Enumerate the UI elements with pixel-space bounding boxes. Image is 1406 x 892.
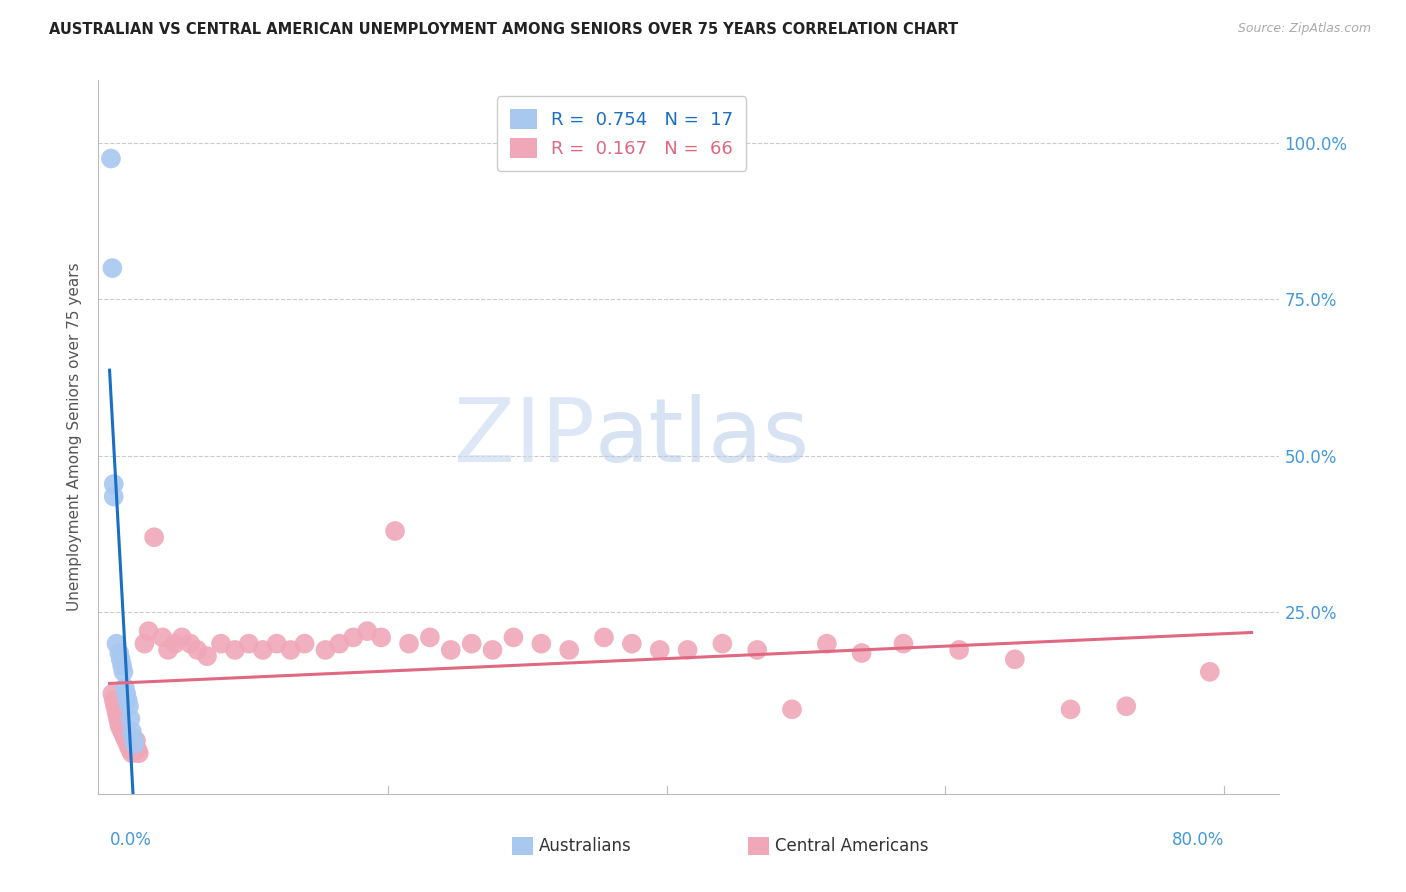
Point xyxy=(112,727,135,741)
Point xyxy=(370,631,392,645)
Point xyxy=(238,637,260,651)
Point xyxy=(117,737,139,751)
Point xyxy=(224,643,246,657)
Point xyxy=(101,687,124,701)
Point xyxy=(815,637,838,651)
Point xyxy=(105,637,128,651)
Text: Australians: Australians xyxy=(538,837,631,855)
Point xyxy=(134,637,156,651)
Point xyxy=(108,718,131,732)
Point xyxy=(124,737,146,751)
Point xyxy=(1059,702,1081,716)
Point xyxy=(105,706,128,720)
Point xyxy=(111,724,134,739)
Point xyxy=(1004,652,1026,666)
Point xyxy=(114,731,136,745)
Point xyxy=(179,637,201,651)
Point xyxy=(121,724,143,739)
Text: atlas: atlas xyxy=(595,393,810,481)
Point xyxy=(676,643,699,657)
Point xyxy=(481,643,503,657)
Text: 0.0%: 0.0% xyxy=(110,831,152,849)
Point xyxy=(163,637,186,651)
Point xyxy=(342,631,364,645)
Point xyxy=(152,631,174,645)
Point xyxy=(1198,665,1220,679)
Point xyxy=(356,624,378,639)
Point xyxy=(398,637,420,651)
Text: 80.0%: 80.0% xyxy=(1171,831,1223,849)
Point xyxy=(101,261,124,276)
Point xyxy=(558,643,581,657)
Text: ZIP: ZIP xyxy=(454,393,595,481)
Point xyxy=(186,643,208,657)
Text: AUSTRALIAN VS CENTRAL AMERICAN UNEMPLOYMENT AMONG SENIORS OVER 75 YEARS CORRELAT: AUSTRALIAN VS CENTRAL AMERICAN UNEMPLOYM… xyxy=(49,22,959,37)
Bar xyxy=(748,837,769,855)
Point xyxy=(115,733,138,747)
Bar xyxy=(512,837,533,855)
Point xyxy=(851,646,873,660)
Point xyxy=(328,637,350,651)
Point xyxy=(120,712,142,726)
Point xyxy=(893,637,915,651)
Point xyxy=(124,737,146,751)
Point xyxy=(117,693,139,707)
Point xyxy=(110,721,132,735)
Point xyxy=(128,746,150,760)
Point xyxy=(294,637,316,651)
Point xyxy=(114,681,136,695)
Point xyxy=(115,687,138,701)
Text: Central Americans: Central Americans xyxy=(775,837,928,855)
Point xyxy=(711,637,734,651)
Point xyxy=(120,743,142,757)
Point xyxy=(314,643,336,657)
Point xyxy=(122,731,145,745)
Point xyxy=(122,739,145,754)
Point xyxy=(384,524,406,538)
Point xyxy=(121,746,143,760)
Point xyxy=(111,658,134,673)
Point xyxy=(127,743,149,757)
Point xyxy=(107,712,129,726)
Point xyxy=(195,649,218,664)
Text: Source: ZipAtlas.com: Source: ZipAtlas.com xyxy=(1237,22,1371,36)
Point xyxy=(280,643,302,657)
Legend: R =  0.754   N =  17, R =  0.167   N =  66: R = 0.754 N = 17, R = 0.167 N = 66 xyxy=(498,96,747,170)
Point xyxy=(157,643,180,657)
Point xyxy=(419,631,441,645)
Point xyxy=(460,637,482,651)
Point xyxy=(440,643,463,657)
Point xyxy=(170,631,193,645)
Point xyxy=(593,631,616,645)
Point xyxy=(103,490,125,504)
Point xyxy=(100,152,122,166)
Point xyxy=(209,637,232,651)
Point xyxy=(143,530,166,544)
Point xyxy=(104,699,127,714)
Point xyxy=(103,693,125,707)
Point xyxy=(110,652,132,666)
Point xyxy=(118,739,141,754)
Point xyxy=(502,631,524,645)
Point xyxy=(252,643,274,657)
Point xyxy=(747,643,769,657)
Point xyxy=(530,637,553,651)
Point xyxy=(138,624,160,639)
Point xyxy=(112,665,135,679)
Point xyxy=(118,699,141,714)
Point xyxy=(108,646,131,660)
Point xyxy=(266,637,288,651)
Point xyxy=(648,643,671,657)
Point xyxy=(103,477,125,491)
Y-axis label: Unemployment Among Seniors over 75 years: Unemployment Among Seniors over 75 years xyxy=(67,263,83,611)
Point xyxy=(780,702,803,716)
Point xyxy=(125,733,148,747)
Point xyxy=(1115,699,1137,714)
Point xyxy=(620,637,643,651)
Point xyxy=(948,643,970,657)
